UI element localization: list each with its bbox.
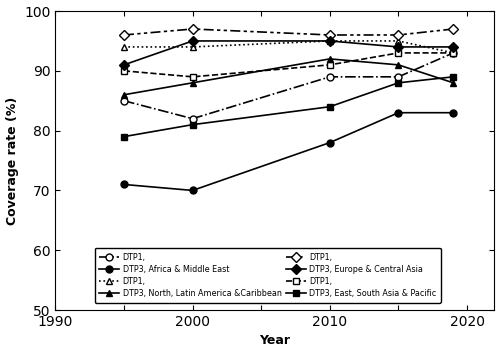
Y-axis label: Coverage rate (%): Coverage rate (%) bbox=[6, 96, 18, 225]
X-axis label: Year: Year bbox=[260, 334, 290, 347]
Legend: DTP1,, DTP3, Africa & Middle East, DTP1,, DTP3, North, Latin America &Caribbean,: DTP1,, DTP3, Africa & Middle East, DTP1,… bbox=[94, 248, 441, 303]
